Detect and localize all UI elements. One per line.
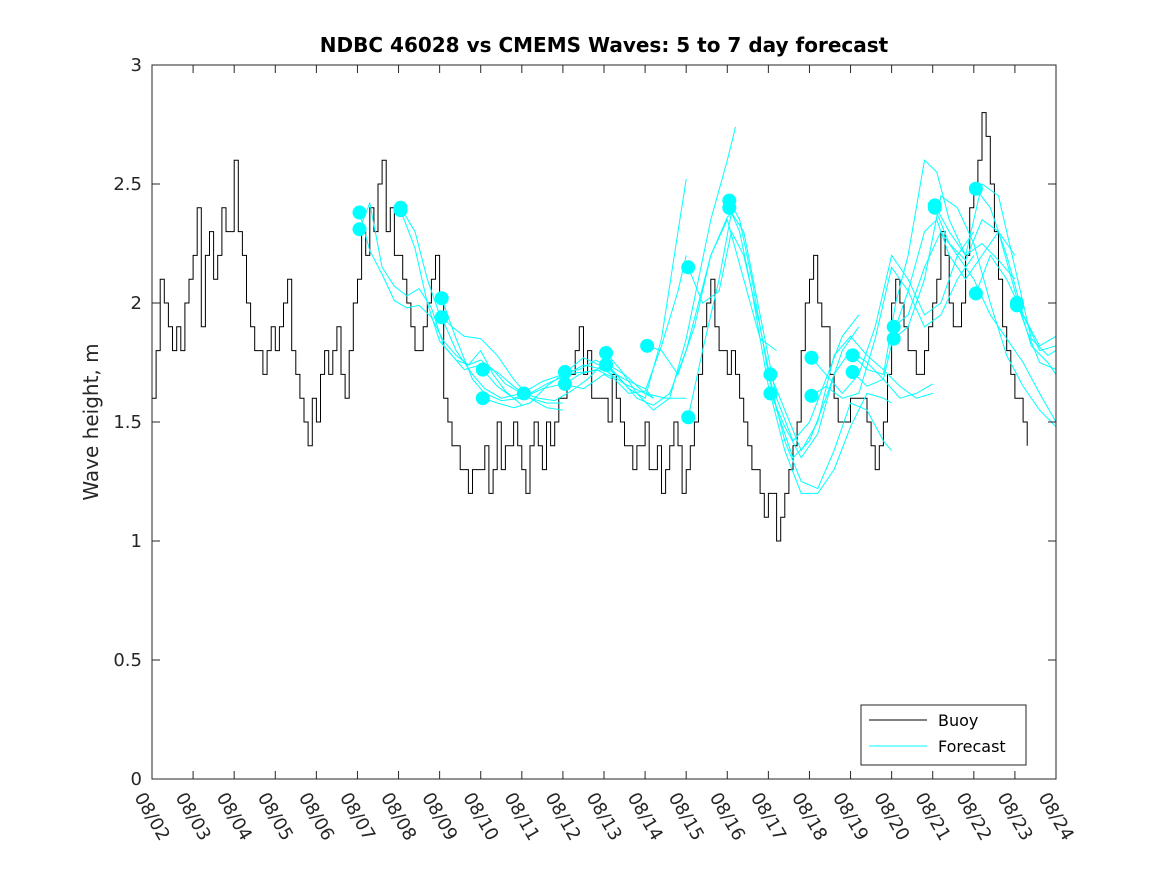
forecast-start-marker xyxy=(557,365,572,380)
forecast-start-marker xyxy=(968,181,983,196)
forecast-run-line xyxy=(1016,302,1057,371)
legend-buoy-label: Buoy xyxy=(938,711,978,730)
forecast-start-marker xyxy=(681,410,696,425)
forecast-run-line xyxy=(728,200,892,490)
y-axis-label: Wave height, m xyxy=(79,343,103,500)
forecast-run-line xyxy=(359,212,523,394)
forecast-start-marker xyxy=(804,350,819,365)
forecast-start-marker xyxy=(886,331,901,346)
forecast-run-line xyxy=(400,207,563,404)
forecast-run-line xyxy=(523,361,687,402)
forecast-run-line xyxy=(811,231,975,395)
forecast-start-marker xyxy=(763,367,778,382)
forecast-start-marker xyxy=(516,386,531,401)
forecast-start-marker xyxy=(393,203,408,218)
forecast-start-marker xyxy=(599,357,614,372)
series-layer xyxy=(152,112,1057,542)
forecast-start-marker xyxy=(845,348,860,363)
forecast-run-line xyxy=(811,255,975,399)
forecast-start-marker xyxy=(845,365,860,380)
forecast-run-line xyxy=(605,207,736,406)
forecast-start-marker xyxy=(763,386,778,401)
forecast-start-marker xyxy=(722,200,737,215)
forecast-start-marker xyxy=(886,319,901,334)
y-tick-label: 2 xyxy=(131,293,142,314)
forecast-run-line xyxy=(359,201,523,406)
chart-title: NDBC 46028 vs CMEMS Waves: 5 to 7 day fo… xyxy=(320,33,889,57)
forecast-start-marker xyxy=(927,200,942,215)
forecast-start-marker xyxy=(1009,298,1024,313)
forecast-start-marker xyxy=(475,362,490,377)
y-axis: 0 0.5 1 1.5 2 2.5 3 xyxy=(113,55,1056,790)
forecast-start-marker xyxy=(557,376,572,391)
forecast-run-line xyxy=(687,211,860,442)
forecast-run-line xyxy=(646,218,777,376)
y-tick-label: 2.5 xyxy=(113,174,142,195)
forecast-run-line xyxy=(975,188,1057,352)
forecast-run-line xyxy=(605,126,736,411)
forecast-start-marker xyxy=(681,260,696,275)
legend-box xyxy=(860,704,1027,766)
forecast-start-marker xyxy=(599,345,614,360)
forecast-start-marker xyxy=(352,222,367,237)
forecast-start-marker xyxy=(434,310,449,325)
y-tick-label: 0.5 xyxy=(113,650,142,671)
y-tick-label: 0 xyxy=(131,769,142,790)
y-tick-label: 3 xyxy=(131,55,142,76)
forecast-run-line xyxy=(769,335,933,452)
forecast-start-marker xyxy=(352,205,367,220)
forecast-run-line xyxy=(852,159,1016,376)
forecast-start-marker xyxy=(640,338,655,353)
forecast-run-line xyxy=(852,218,1016,387)
y-tick-label: 1.5 xyxy=(113,412,142,433)
forecast-run-line xyxy=(893,230,1057,423)
forecast-start-marker xyxy=(804,388,819,403)
forecast-run-line xyxy=(893,195,1057,428)
forecast-run-line xyxy=(728,207,892,494)
forecast-start-marker xyxy=(475,391,490,406)
buoy-series-line xyxy=(152,112,1028,542)
legend-forecast-label: Forecast xyxy=(938,737,1006,756)
forecast-start-marker xyxy=(968,286,983,301)
forecast-run-line xyxy=(564,255,687,394)
y-tick-label: 1 xyxy=(131,531,142,552)
forecast-start-marker xyxy=(434,291,449,306)
legend: Buoy Forecast xyxy=(860,704,1027,766)
plot-area xyxy=(152,65,1056,779)
